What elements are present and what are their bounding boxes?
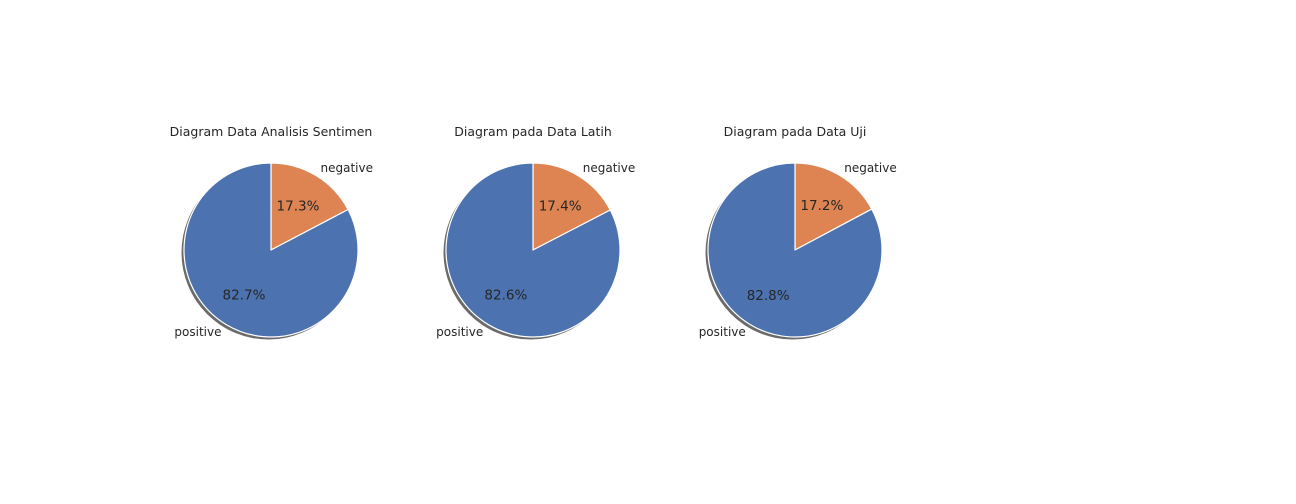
slice-pct-negative: 17.4% [539,198,582,214]
slice-pct-negative: 17.2% [800,198,843,214]
slice-label-positive: positive [436,325,483,339]
slice-label-negative: negative [320,161,372,175]
pie-chart-3: Diagram pada Data Uji negative 17.2% positi… [699,124,897,340]
slice-label-negative: negative [844,161,896,175]
pie-slice-positive [183,162,359,338]
chart-title: Diagram Data Analisis Sentimen [170,124,373,139]
pie-slice-negative [532,162,611,251]
pie-chart-2: Diagram pada Data Latih negative 17.4% posi… [436,124,635,340]
chart-title: Diagram pada Data Latih [454,124,612,139]
chart-title: Diagram pada Data Uji [724,124,867,139]
slice-label-positive: positive [699,325,746,339]
pie-slice-negative [794,162,873,251]
pie-slice-positive [707,162,883,338]
slice-pct-negative: 17.3% [277,198,320,214]
slice-pct-positive: 82.8% [747,288,790,304]
slice-label-negative: negative [583,161,635,175]
pie-chart-1: Diagram Data Analisis Sentimen negative 17… [170,124,373,340]
slice-pct-positive: 82.6% [484,288,527,304]
slice-pct-positive: 82.7% [223,288,266,304]
pie-slice-positive [445,162,621,338]
pie-slice-negative [270,162,349,251]
slice-label-positive: positive [174,325,221,339]
